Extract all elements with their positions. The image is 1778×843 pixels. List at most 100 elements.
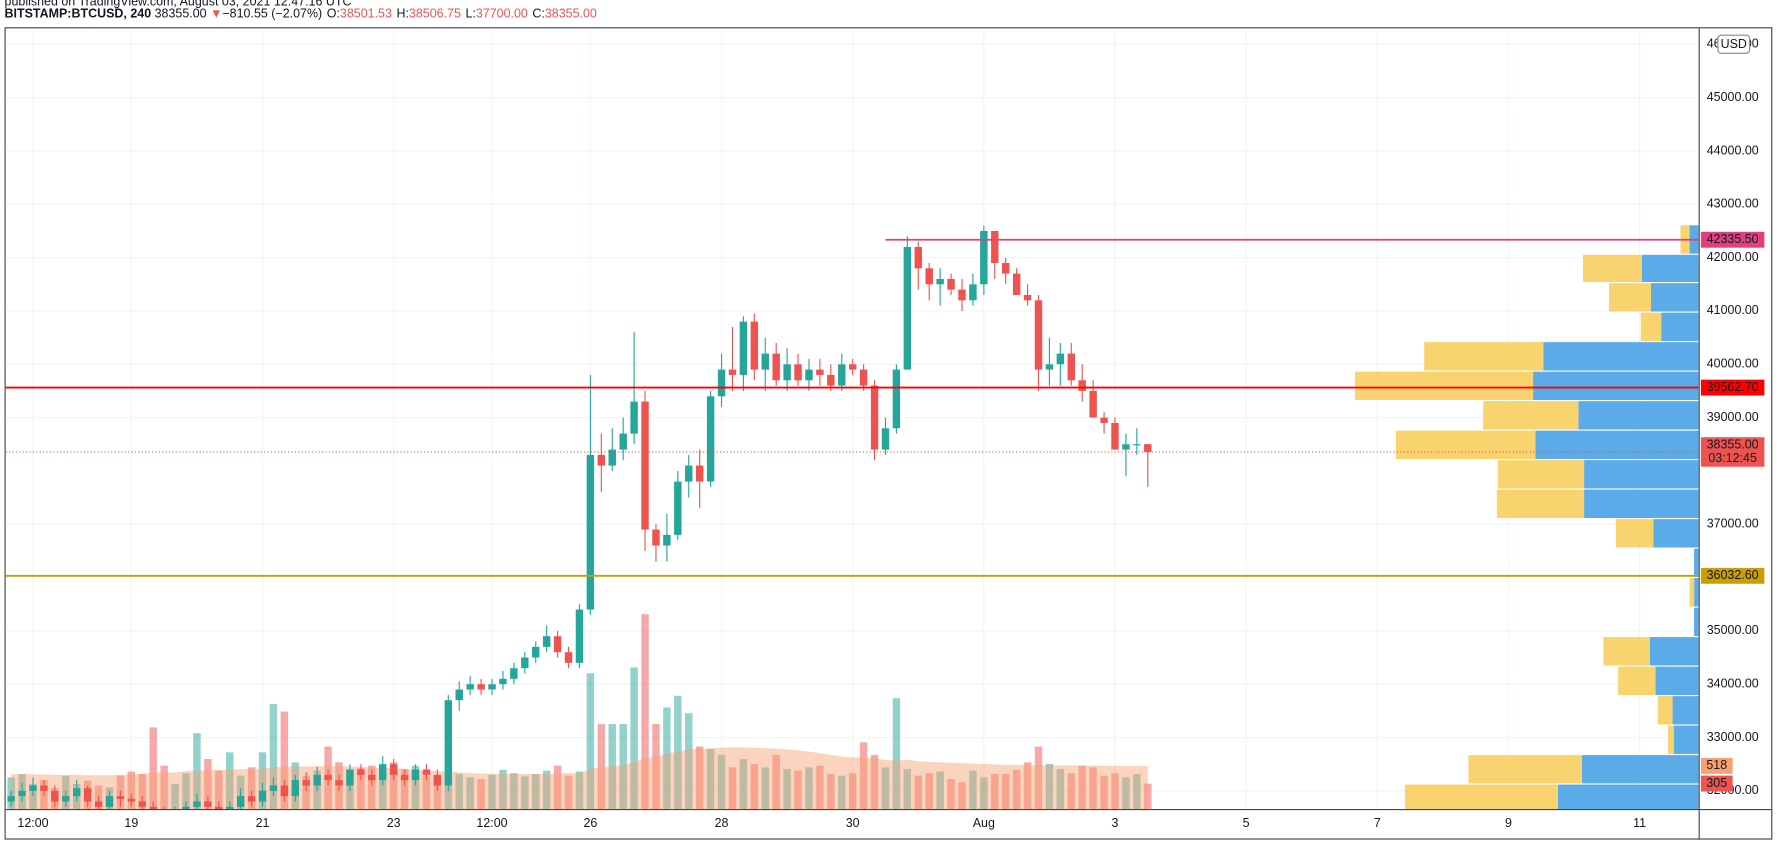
profile-up — [1694, 548, 1699, 577]
volume-bar — [892, 698, 901, 809]
x-tick-label: 12:00 — [476, 816, 507, 830]
volume-bar — [400, 769, 409, 809]
candle-body — [794, 364, 802, 381]
volume-bar — [706, 749, 715, 809]
profile-up — [1694, 607, 1699, 636]
hline-label: 39562.70 — [1707, 380, 1759, 394]
x-tick-label: 12:00 — [17, 816, 48, 830]
profile-up — [1651, 283, 1699, 312]
candle-body — [62, 796, 70, 802]
volume-bar — [1034, 746, 1043, 809]
profile-down — [1603, 637, 1650, 666]
volume-bar — [466, 777, 474, 809]
candle-body — [728, 369, 737, 375]
candle-body — [663, 534, 671, 546]
volume-bar — [182, 773, 190, 809]
volume-bar — [532, 773, 540, 809]
candle-body — [236, 796, 245, 807]
ohlc-label: C: — [532, 7, 544, 21]
profile-down — [1496, 489, 1585, 519]
candle-body — [521, 657, 529, 669]
volume-bar — [663, 707, 671, 809]
candle-body — [903, 246, 912, 370]
volume-bar — [29, 783, 37, 809]
volume-bar — [1100, 775, 1108, 809]
profile-up — [1535, 430, 1699, 459]
volume-bar — [816, 765, 824, 809]
candle-body — [783, 364, 791, 381]
volume-bar — [761, 767, 769, 809]
profile-up — [1533, 371, 1699, 401]
volume-bar — [160, 765, 168, 809]
volume-bar — [1122, 777, 1130, 809]
candle-body — [488, 684, 496, 690]
candle-body — [881, 428, 890, 450]
candle-body — [958, 289, 966, 301]
profile-up — [1661, 312, 1699, 341]
candle-body — [1133, 444, 1141, 446]
ohlc-value: 38506.75 — [409, 7, 461, 21]
candle-body — [608, 449, 616, 466]
candle-body — [499, 678, 507, 685]
candle-body — [335, 780, 343, 786]
volume-bar — [1111, 773, 1119, 809]
candle-body — [695, 465, 704, 482]
volume-bar — [903, 769, 912, 809]
profile-up — [1581, 755, 1699, 784]
volume-bar — [969, 770, 977, 809]
candle-body — [379, 764, 387, 781]
volume-bar — [914, 775, 922, 809]
profile-up — [1653, 519, 1699, 548]
candle-body — [7, 796, 15, 802]
candle-body — [838, 364, 846, 386]
volume-bar — [422, 775, 431, 809]
candle-body — [685, 465, 693, 482]
x-tick-label: 23 — [387, 816, 401, 830]
candle-body — [564, 652, 573, 663]
candle-body — [302, 780, 310, 786]
candle-body — [652, 529, 660, 546]
change: −810.55 (−2.07%) — [222, 7, 322, 21]
x-tick-label: 28 — [715, 816, 729, 830]
volume-bar — [1012, 769, 1021, 809]
volume-bar — [499, 769, 507, 809]
profile-down — [1668, 725, 1674, 754]
x-tick-label: 19 — [124, 816, 138, 830]
candle-body — [94, 801, 103, 807]
candle-body — [204, 801, 212, 807]
candle-body — [466, 684, 474, 690]
candle-body — [226, 806, 234, 809]
candle-body — [1100, 417, 1108, 423]
candle-body — [805, 369, 813, 381]
volume-bar — [991, 773, 999, 809]
volume-bar — [641, 614, 649, 809]
volume-bar — [750, 764, 759, 809]
candle-body — [291, 780, 300, 797]
candle-body — [1122, 444, 1130, 450]
candle-body — [597, 454, 606, 466]
candle-body — [717, 369, 726, 397]
candle-body — [510, 668, 518, 679]
volume-label: 305 — [1706, 776, 1727, 790]
volume-bar — [925, 773, 933, 809]
volume-bar — [521, 776, 529, 809]
volume-bar — [226, 752, 234, 809]
candle-body — [925, 268, 933, 285]
candle-body — [105, 796, 114, 807]
x-tick-label: 5 — [1243, 816, 1250, 830]
candle-body — [619, 433, 627, 450]
volume-bar — [171, 783, 179, 809]
volume-bar — [859, 742, 868, 809]
candle-body — [346, 769, 354, 786]
candle-body — [750, 321, 759, 370]
currency-badge — [1717, 34, 1751, 54]
candle-body — [215, 806, 223, 809]
candle-body — [1089, 390, 1097, 418]
profile-down — [1468, 755, 1582, 784]
y-tick-label: 33000.00 — [1707, 730, 1759, 744]
volume-bar — [258, 752, 267, 809]
y-tick-label: 35000.00 — [1707, 623, 1759, 637]
volume-bar — [433, 781, 442, 809]
